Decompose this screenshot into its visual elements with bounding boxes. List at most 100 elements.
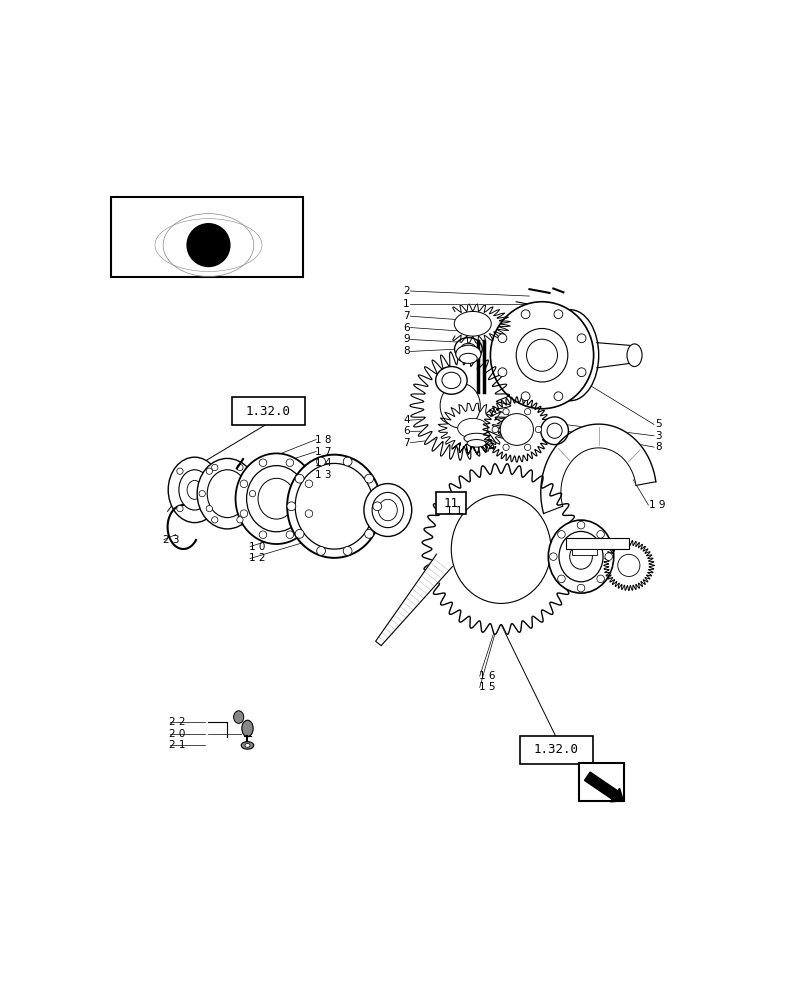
Ellipse shape [459, 353, 477, 363]
Ellipse shape [168, 457, 221, 523]
Text: 6: 6 [403, 426, 410, 436]
Ellipse shape [286, 502, 295, 511]
Ellipse shape [463, 433, 488, 443]
Text: 2 3: 2 3 [163, 535, 179, 545]
Ellipse shape [285, 531, 294, 538]
Ellipse shape [343, 547, 352, 555]
Text: 8: 8 [403, 346, 410, 356]
Ellipse shape [451, 495, 551, 603]
Ellipse shape [454, 338, 482, 360]
Ellipse shape [197, 458, 257, 529]
Text: 1 0: 1 0 [249, 542, 265, 552]
Ellipse shape [549, 553, 556, 560]
Text: 1 1: 1 1 [446, 506, 462, 516]
Text: 2: 2 [403, 286, 410, 296]
Ellipse shape [234, 711, 243, 723]
Ellipse shape [526, 339, 557, 371]
Ellipse shape [258, 478, 294, 519]
Ellipse shape [187, 224, 230, 266]
Ellipse shape [305, 480, 312, 488]
Ellipse shape [396, 496, 410, 516]
Ellipse shape [259, 531, 267, 538]
Ellipse shape [457, 418, 487, 438]
Text: 1 4: 1 4 [315, 458, 332, 468]
Ellipse shape [596, 531, 603, 538]
Ellipse shape [547, 520, 613, 593]
Ellipse shape [466, 440, 486, 447]
Text: 5: 5 [654, 419, 661, 429]
Text: 1 7: 1 7 [315, 447, 332, 457]
Text: 3: 3 [654, 431, 661, 441]
Ellipse shape [490, 302, 593, 409]
Text: 11: 11 [444, 497, 458, 510]
Ellipse shape [557, 531, 564, 538]
Ellipse shape [547, 423, 561, 438]
Text: 7: 7 [403, 438, 410, 448]
Text: 1 2: 1 2 [249, 553, 265, 563]
Ellipse shape [524, 408, 530, 415]
Ellipse shape [259, 459, 267, 466]
Polygon shape [438, 403, 507, 454]
Ellipse shape [436, 367, 466, 394]
Polygon shape [540, 424, 655, 514]
Ellipse shape [440, 383, 479, 428]
Polygon shape [603, 540, 653, 591]
Bar [572, 549, 597, 555]
Polygon shape [483, 397, 550, 462]
Ellipse shape [541, 310, 598, 401]
Ellipse shape [247, 466, 306, 532]
Ellipse shape [524, 444, 530, 450]
Text: 1.32.0: 1.32.0 [246, 405, 290, 418]
FancyArrow shape [584, 772, 623, 802]
Ellipse shape [187, 480, 202, 499]
Text: 1 6: 1 6 [478, 671, 495, 681]
Ellipse shape [295, 529, 303, 538]
Ellipse shape [502, 444, 508, 450]
Ellipse shape [569, 544, 592, 569]
Ellipse shape [491, 426, 498, 433]
Text: 2 2: 2 2 [169, 717, 186, 727]
Ellipse shape [553, 392, 562, 401]
Ellipse shape [363, 484, 411, 536]
Ellipse shape [453, 311, 491, 336]
Ellipse shape [604, 553, 611, 560]
Ellipse shape [295, 474, 303, 483]
Ellipse shape [502, 408, 508, 415]
Ellipse shape [245, 744, 250, 747]
Ellipse shape [540, 417, 568, 445]
Ellipse shape [207, 470, 247, 518]
Ellipse shape [553, 310, 562, 319]
Ellipse shape [577, 334, 586, 343]
Ellipse shape [371, 492, 403, 528]
Bar [111, 197, 303, 277]
Ellipse shape [212, 464, 217, 471]
Text: 1 5: 1 5 [478, 682, 495, 692]
Ellipse shape [235, 453, 317, 544]
Ellipse shape [577, 368, 586, 377]
Ellipse shape [521, 310, 530, 319]
Bar [565, 538, 628, 549]
Polygon shape [410, 351, 510, 460]
Ellipse shape [626, 344, 642, 367]
Ellipse shape [242, 720, 253, 737]
Ellipse shape [500, 414, 533, 445]
Ellipse shape [295, 463, 373, 549]
Ellipse shape [177, 505, 182, 512]
Ellipse shape [557, 575, 564, 583]
Text: 1: 1 [403, 299, 410, 309]
Ellipse shape [199, 491, 205, 497]
Text: 1 8: 1 8 [315, 435, 332, 445]
Ellipse shape [240, 510, 247, 517]
Ellipse shape [343, 457, 352, 466]
Polygon shape [422, 464, 579, 634]
Ellipse shape [516, 328, 567, 382]
Ellipse shape [534, 426, 541, 433]
Ellipse shape [305, 510, 312, 517]
Ellipse shape [372, 502, 381, 511]
Bar [577, 763, 623, 801]
Ellipse shape [596, 575, 603, 583]
Ellipse shape [240, 480, 247, 488]
Text: 4: 4 [403, 415, 410, 425]
Text: 6: 6 [403, 323, 410, 333]
Ellipse shape [287, 455, 381, 558]
